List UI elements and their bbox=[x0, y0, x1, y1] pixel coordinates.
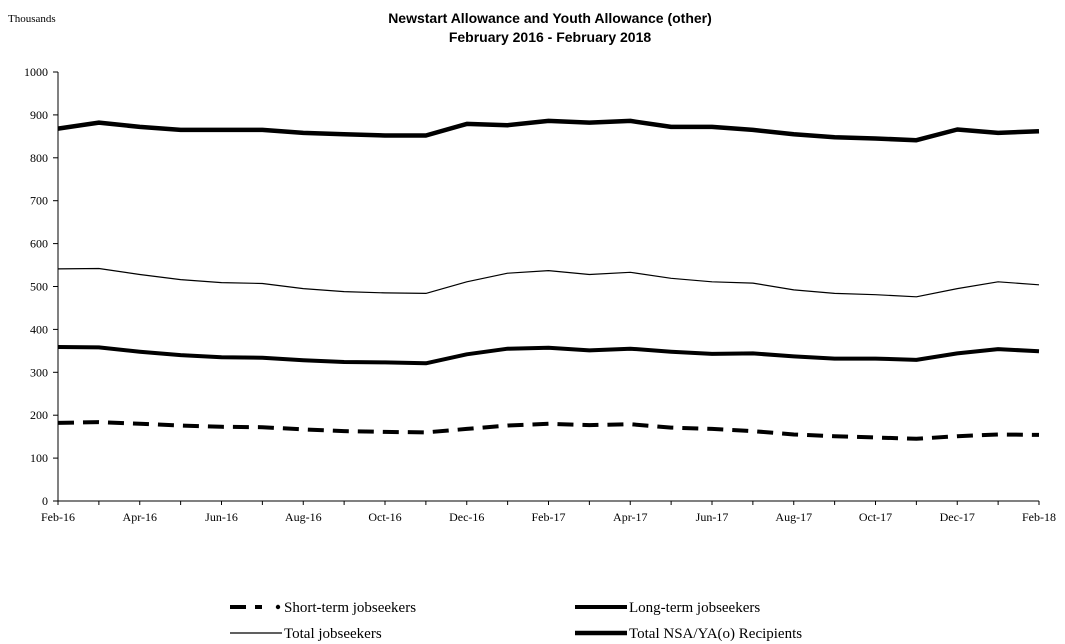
legend-item: Total jobseekers bbox=[230, 626, 382, 642]
legend-label: Short-term jobseekers bbox=[284, 600, 416, 616]
x-tick-label: Jun-17 bbox=[696, 510, 729, 524]
y-tick-label: 600 bbox=[30, 237, 48, 251]
chart-title: Newstart Allowance and Youth Allowance (… bbox=[388, 10, 712, 26]
legend-label: Total jobseekers bbox=[284, 626, 382, 642]
legend: Short-term jobseekers Long-term jobseeker… bbox=[230, 600, 802, 642]
series-line-total-jobseekers bbox=[57, 267, 1040, 298]
y-tick-label: 800 bbox=[30, 151, 48, 165]
legend-item: Long-term jobseekers bbox=[575, 600, 760, 616]
x-tick-label: Oct-16 bbox=[368, 510, 401, 524]
legend-item: Total NSA/YA(o) Recipients bbox=[575, 626, 802, 642]
x-tick-label: Aug-17 bbox=[775, 510, 812, 524]
x-tick-label: Feb-16 bbox=[41, 510, 75, 524]
x-tick-label: Jun-16 bbox=[205, 510, 238, 524]
y-tick-label: 900 bbox=[30, 108, 48, 122]
y-tick-label: 100 bbox=[30, 451, 48, 465]
chart-subtitle: February 2016 - February 2018 bbox=[449, 29, 652, 45]
legend-label: Total NSA/YA(o) Recipients bbox=[629, 626, 802, 642]
x-tick-label: Apr-17 bbox=[613, 510, 647, 524]
x-tick-label: Feb-18 bbox=[1022, 510, 1056, 524]
x-tick-label: Dec-17 bbox=[940, 510, 975, 524]
series-line-total-nsa-ya-o-recipients bbox=[57, 118, 1040, 143]
x-tick-label: Aug-16 bbox=[285, 510, 322, 524]
y-tick-label: 0 bbox=[42, 494, 48, 508]
plot-lines bbox=[57, 118, 1040, 441]
axes: 0 100 200 300 400 500 600 700 800 900 1000 Feb-16 Ap… bbox=[24, 65, 1056, 524]
y-tick-label: 400 bbox=[30, 322, 48, 336]
y-tick-label: 500 bbox=[30, 280, 48, 294]
series-line-long-term-jobseekers bbox=[57, 345, 1040, 366]
series-line-short-term-jobseekers bbox=[57, 420, 1040, 441]
x-tick-label: Apr-16 bbox=[123, 510, 157, 524]
x-tick-label: Dec-16 bbox=[449, 510, 484, 524]
y-tick-label: 700 bbox=[30, 194, 48, 208]
x-tick-label: Feb-17 bbox=[532, 510, 566, 524]
x-tick-label: Oct-17 bbox=[859, 510, 892, 524]
y-tick-label: 1000 bbox=[24, 65, 48, 79]
y-tick-label: 300 bbox=[30, 365, 48, 379]
legend-item: Short-term jobseekers bbox=[230, 600, 416, 616]
y-unit-label: Thousands bbox=[8, 13, 56, 25]
y-tick-label: 200 bbox=[30, 408, 48, 422]
legend-swatch-dot bbox=[275, 604, 281, 610]
legend-label: Long-term jobseekers bbox=[629, 600, 760, 616]
